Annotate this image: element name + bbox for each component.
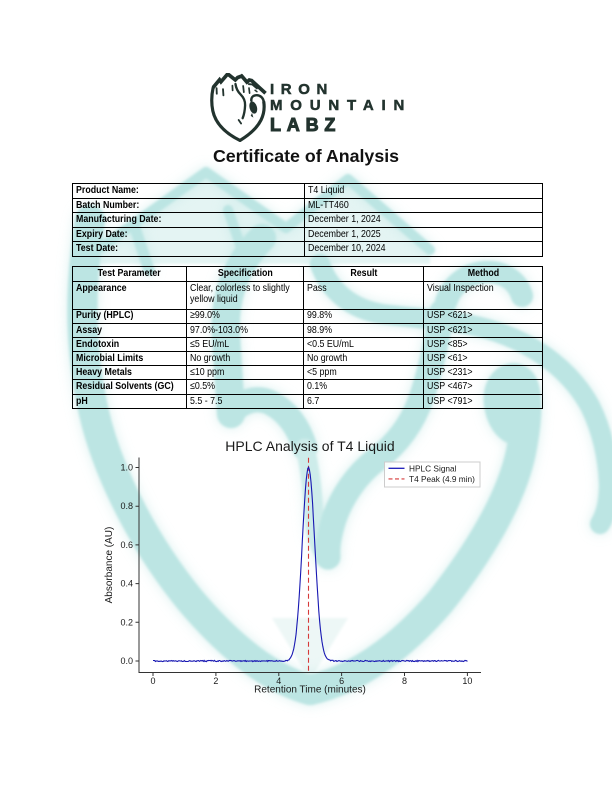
svg-text:1.0: 1.0 — [120, 463, 133, 473]
svg-text:6: 6 — [339, 676, 344, 686]
svg-text:0.6: 0.6 — [120, 540, 133, 550]
svg-text:Retention Time (minutes): Retention Time (minutes) — [254, 685, 366, 696]
svg-text:8: 8 — [402, 676, 407, 686]
svg-text:HPLC Signal: HPLC Signal — [409, 463, 457, 473]
svg-text:4: 4 — [276, 676, 281, 686]
svg-text:10: 10 — [462, 676, 472, 686]
svg-text:0.0: 0.0 — [120, 656, 133, 666]
svg-text:0: 0 — [150, 676, 155, 686]
svg-text:0.2: 0.2 — [120, 617, 133, 627]
svg-text:T4 Peak (4.9 min): T4 Peak (4.9 min) — [409, 474, 475, 484]
svg-text:2: 2 — [213, 676, 218, 686]
svg-text:0.8: 0.8 — [120, 501, 133, 511]
svg-text:0.4: 0.4 — [120, 579, 133, 589]
svg-text:HPLC Analysis of T4 Liquid: HPLC Analysis of T4 Liquid — [225, 438, 394, 454]
svg-text:Absorbance (AU): Absorbance (AU) — [104, 527, 115, 604]
